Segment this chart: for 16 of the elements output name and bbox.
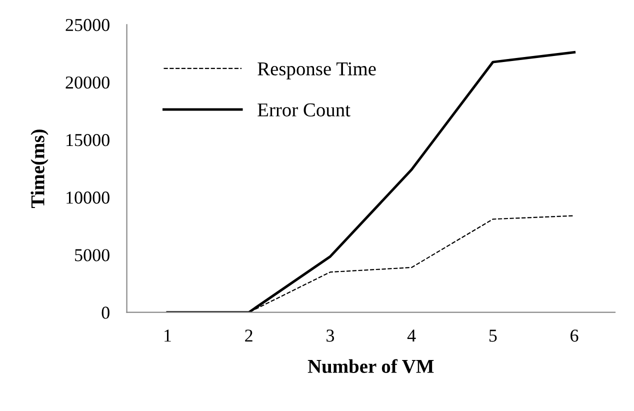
y-tick-label: 15000 xyxy=(66,134,110,146)
legend-label: Response Time xyxy=(258,62,376,80)
y-tick-label: 20000 xyxy=(66,76,110,89)
x-tick-label: 6 xyxy=(570,330,578,342)
x-tick-label: 1 xyxy=(164,330,171,342)
y-tick-label: 5000 xyxy=(75,249,110,262)
legend-label: Error Count xyxy=(258,103,350,116)
x-tick-label: 5 xyxy=(489,330,497,342)
y-tick-label: 0 xyxy=(102,306,110,319)
y-tick-label: 10000 xyxy=(66,192,110,204)
x-axis-title: Number of VM xyxy=(308,359,434,374)
x-tick-label: 2 xyxy=(245,330,252,342)
x-tick-label: 3 xyxy=(326,330,334,342)
y-tick-label: 25000 xyxy=(66,18,110,32)
x-tick-label: 4 xyxy=(407,330,416,342)
y-axis-title: Time(ms) xyxy=(30,130,48,208)
